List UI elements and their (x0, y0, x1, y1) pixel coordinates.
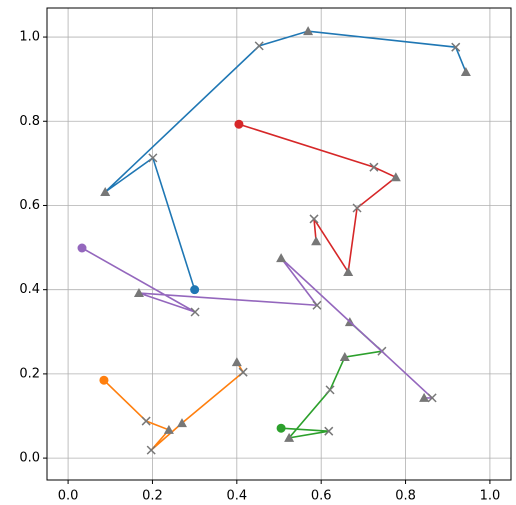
x-marker (309, 214, 319, 224)
start-marker (190, 285, 200, 295)
x-tick-label: 1.0 (480, 489, 501, 504)
plot-area (47, 8, 511, 480)
y-tick-label: 0.8 (19, 114, 40, 129)
y-tick-label: 0.0 (19, 451, 40, 466)
triangle-marker (133, 288, 144, 298)
y-tick-label: 0.6 (19, 198, 40, 213)
triangle-marker (176, 418, 187, 428)
triangle-marker (419, 392, 430, 402)
triangle-marker (100, 187, 111, 196)
x-marker (369, 162, 379, 172)
x-marker (190, 307, 200, 317)
x-marker (141, 416, 151, 426)
y-tick-label: 1.0 (19, 30, 40, 45)
x-marker (325, 385, 335, 395)
x-tick-label: 0.0 (58, 489, 79, 504)
triangle-marker (311, 236, 322, 246)
x-tick-label: 0.6 (311, 489, 332, 504)
triangle-marker (339, 352, 350, 362)
triangle-marker (390, 172, 401, 182)
y-tick-label: 0.4 (19, 282, 40, 297)
x-marker (312, 300, 322, 310)
start-marker (99, 375, 109, 385)
x-tick-label: 0.4 (226, 489, 247, 504)
axes-frame (46, 7, 512, 481)
triangle-marker (163, 424, 174, 434)
x-marker (324, 426, 334, 436)
x-marker (238, 367, 248, 377)
x-marker (254, 41, 264, 51)
x-marker (146, 445, 156, 455)
triangle-marker (284, 432, 295, 442)
x-marker (427, 393, 437, 403)
y-tick-label: 0.2 (19, 366, 40, 381)
triangle-marker (343, 267, 354, 276)
triangle-marker (276, 253, 287, 263)
triangle-marker (460, 67, 471, 76)
x-tick-label: 0.8 (395, 489, 416, 504)
x-tick-label: 0.2 (142, 489, 163, 504)
x-marker (451, 42, 461, 52)
triangle-marker (231, 357, 242, 367)
start-marker (276, 423, 286, 433)
x-marker (352, 203, 362, 213)
triangle-marker (303, 26, 314, 36)
x-marker (148, 153, 158, 163)
start-marker (234, 119, 244, 129)
start-marker (77, 243, 87, 253)
